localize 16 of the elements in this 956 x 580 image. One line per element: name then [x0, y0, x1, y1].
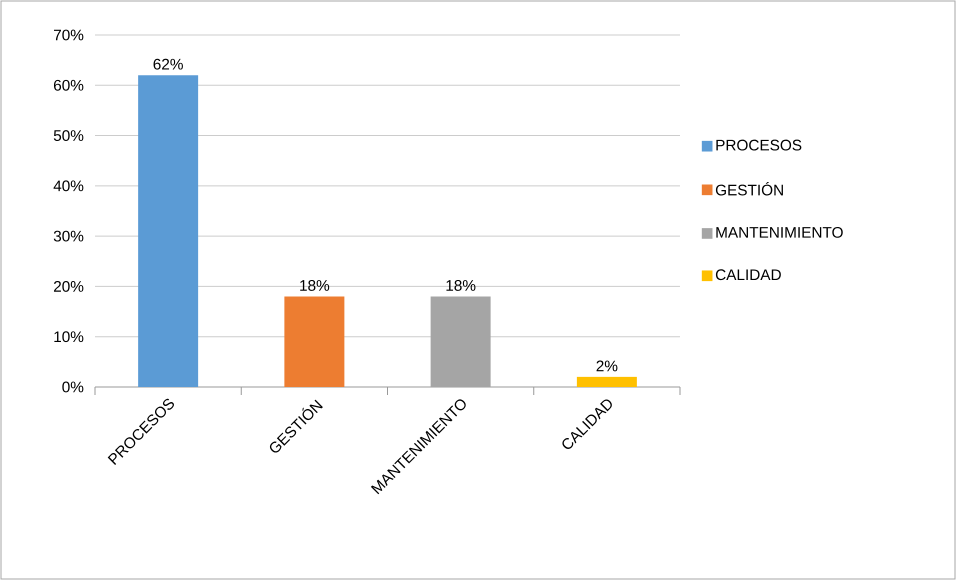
legend-label: CALIDAD: [716, 269, 781, 280]
y-tick-label: 30%: [54, 230, 84, 242]
data-label: 18%: [446, 280, 476, 291]
legend-label: PROCESOS: [716, 140, 802, 151]
y-tick-label: 60%: [54, 80, 84, 91]
y-tick-label: 50%: [54, 130, 84, 141]
legend-label: MANTENIMIENTO: [716, 226, 843, 238]
data-label: 18%: [300, 280, 330, 291]
y-tick-label: 70%: [54, 30, 84, 40]
legend-label: GESTIÓN: [716, 182, 783, 196]
data-label: 62%: [154, 58, 183, 70]
y-tick-label: 40%: [54, 180, 84, 192]
data-label: 2%: [596, 360, 618, 372]
y-tick-label: 20%: [54, 280, 84, 292]
y-tick-label: 0%: [62, 382, 84, 392]
y-tick-label: 10%: [54, 331, 84, 342]
